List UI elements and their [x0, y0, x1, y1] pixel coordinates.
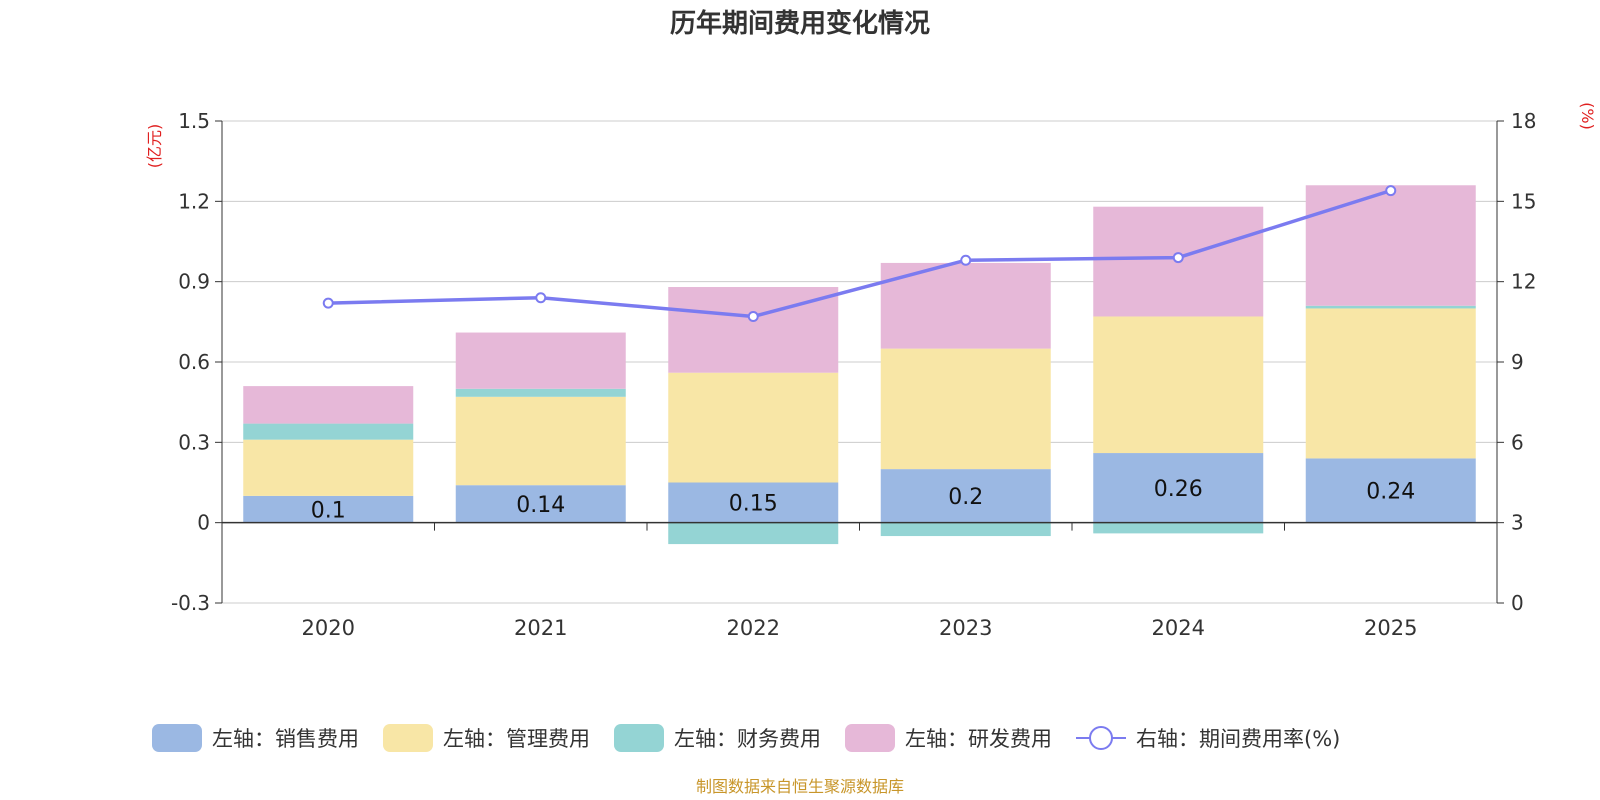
- legend-swatch: [845, 724, 895, 752]
- left-tick-label: 0.6: [178, 350, 210, 374]
- bar-segment: [668, 372, 839, 483]
- category-label: 2021: [514, 616, 567, 640]
- legend-label: 右轴：期间费用率(%): [1136, 727, 1340, 751]
- legend-item[interactable]: 右轴：期间费用率(%): [1076, 726, 1340, 751]
- expense-rate-line: [328, 188, 1392, 319]
- legend-swatch: [383, 724, 433, 752]
- bar-value-label: 0.1: [311, 498, 346, 523]
- right-tick-label: 15: [1511, 189, 1536, 213]
- bar-segment: [243, 423, 414, 440]
- category-label: 2022: [727, 616, 780, 640]
- bar-segment: [455, 388, 626, 397]
- category-label: 2024: [1152, 616, 1205, 640]
- bar-value-label: 0.15: [729, 492, 778, 517]
- bar-value-label: 0.24: [1366, 480, 1415, 505]
- bar-segment: [243, 495, 414, 523]
- legend-marker: [1089, 726, 1113, 750]
- right-tick-label: 3: [1511, 511, 1524, 535]
- legend-item[interactable]: 左轴：管理费用: [383, 724, 590, 752]
- right-tick-label: 6: [1511, 430, 1524, 454]
- bar-segment: [880, 348, 1051, 470]
- left-tick-label: 0.9: [178, 270, 210, 294]
- line-point: [535, 292, 547, 304]
- chart-title: 历年期间费用变化情况: [670, 8, 930, 39]
- bar-segment: [880, 522, 1051, 537]
- bar-layer: [243, 185, 1476, 545]
- bar-segment: [1305, 305, 1476, 309]
- legend-label: 左轴：管理费用: [443, 727, 590, 751]
- bar-segment: [243, 386, 414, 424]
- left-tick-label: 0.3: [178, 430, 210, 454]
- bar-value-label: 0.2: [948, 485, 983, 510]
- bar-segment: [243, 439, 414, 496]
- legend-label: 左轴：销售费用: [212, 727, 359, 751]
- category-label: 2025: [1364, 616, 1417, 640]
- bar-value-label: 0.14: [516, 493, 565, 518]
- line-point: [1172, 252, 1184, 264]
- right-axis-unit: (%): [1578, 102, 1597, 130]
- bar-segment: [1093, 453, 1264, 523]
- left-tick-label: 1.2: [178, 189, 210, 213]
- bar-segment: [668, 522, 839, 545]
- right-tick-label: 12: [1511, 270, 1536, 294]
- axes-layer: -0.3 0 0.3 0.6 0.9 1.2 1.5 0 3 6 9 12 15 18 2020 2021 20…: [171, 109, 1536, 640]
- right-tick-label: 18: [1511, 109, 1536, 133]
- bar-segment: [880, 262, 1051, 349]
- legend-label: 左轴：财务费用: [674, 727, 821, 751]
- bar-segment: [455, 485, 626, 523]
- bar-segment: [880, 469, 1051, 523]
- legend: 左轴：销售费用 左轴：管理费用 左轴：财务费用 左轴：研发费用 右轴：期间费用率(%): [152, 724, 1340, 752]
- right-tick-label: 0: [1511, 591, 1524, 615]
- category-label: 2020: [302, 616, 355, 640]
- bar-segment: [455, 396, 626, 486]
- bar-segment: [1305, 308, 1476, 459]
- legend-swatch: [614, 724, 664, 752]
- left-tick-label: -0.3: [171, 591, 210, 615]
- bar-segment: [455, 332, 626, 389]
- legend-item[interactable]: 左轴：研发费用: [845, 724, 1052, 752]
- line-layer: [322, 185, 1397, 322]
- line-point: [960, 254, 972, 266]
- legend-swatch: [152, 724, 202, 752]
- bar-segment: [668, 482, 839, 523]
- bar-value-label: 0.26: [1154, 477, 1203, 502]
- left-tick-label: 0: [197, 511, 210, 535]
- left-tick-label: 1.5: [178, 109, 210, 133]
- legend-item[interactable]: 左轴：财务费用: [614, 724, 821, 752]
- line-point: [1385, 185, 1397, 197]
- legend-item[interactable]: 左轴：销售费用: [152, 724, 359, 752]
- source-note: 制图数据来自恒生聚源数据库: [696, 777, 904, 796]
- gridlines: [222, 120, 1497, 604]
- line-point: [747, 310, 759, 322]
- bar-segment: [1305, 185, 1476, 306]
- bar-segment: [1093, 522, 1264, 534]
- right-tick-label: 9: [1511, 350, 1524, 374]
- category-label: 2023: [939, 616, 992, 640]
- line-point: [322, 297, 334, 309]
- bar-segment: [1093, 316, 1264, 454]
- bar-segment: [1305, 458, 1476, 523]
- left-axis-unit: (亿元): [145, 124, 164, 169]
- legend-label: 左轴：研发费用: [905, 727, 1052, 751]
- data-label-layer: 0.1 0.14 0.15 0.2 0.26 0.24: [311, 477, 1415, 523]
